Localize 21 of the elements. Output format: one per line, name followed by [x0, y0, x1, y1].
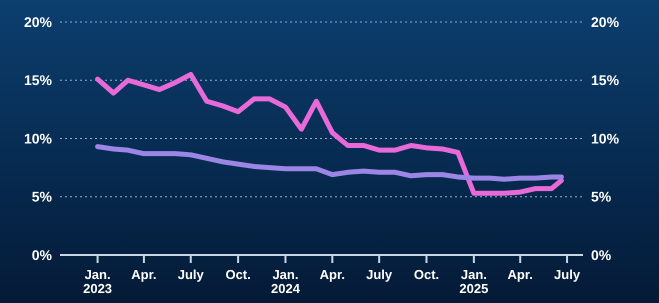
x-tick-label: Apr.: [508, 267, 533, 282]
y-tick-label: 0%: [32, 246, 53, 263]
y2-tick-label: 0%: [591, 246, 612, 263]
y-tick-label: 10%: [24, 130, 53, 146]
x-tick-label: Jan. 2023: [83, 267, 112, 296]
x-tick-label: Jan. 2024: [271, 267, 301, 296]
x-tick-label: July: [366, 267, 393, 282]
y2-tick-label: 15%: [591, 72, 620, 88]
y2-tick-label: 10%: [591, 130, 620, 146]
y-tick-label: 20%: [24, 14, 53, 30]
y-tick-label: 5%: [32, 188, 53, 205]
y2-tick-label: 20%: [591, 14, 620, 30]
x-tick-label: July: [554, 267, 581, 282]
x-tick-label: Oct.: [225, 267, 251, 282]
y2-tick-label: 5%: [591, 188, 612, 205]
x-tick-label: Jan. 2025: [459, 267, 488, 296]
x-tick-label: Apr.: [320, 267, 345, 282]
x-tick-label: July: [178, 267, 205, 282]
x-tick-label: Apr.: [131, 267, 157, 282]
x-tick-label: Oct.: [414, 267, 440, 282]
y-tick-label: 15%: [24, 72, 53, 88]
